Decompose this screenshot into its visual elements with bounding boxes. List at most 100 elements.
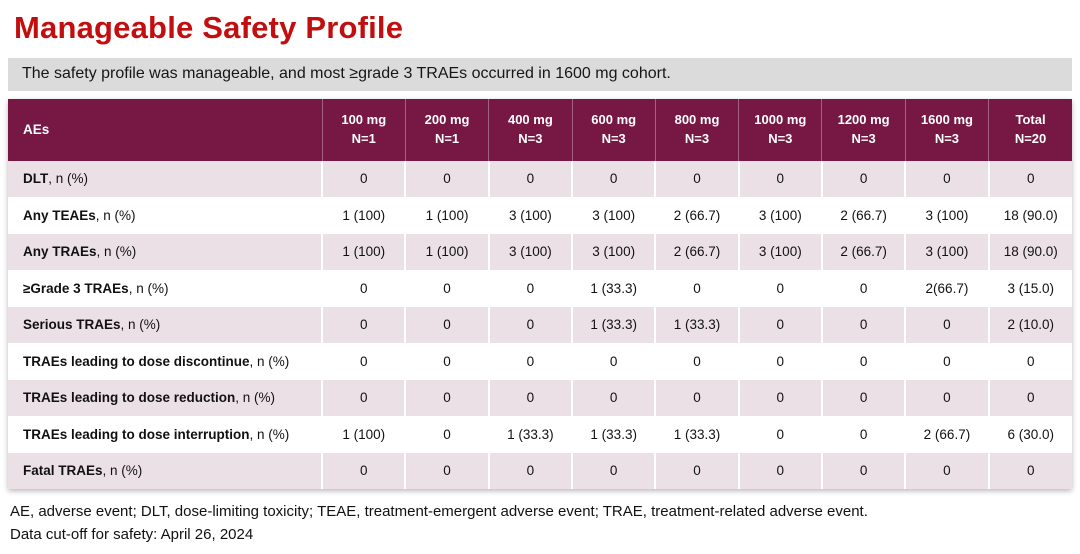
cell: 0	[820, 343, 906, 380]
row-label: Serious TRAEs, n (%)	[23, 317, 161, 333]
cell: 0	[737, 306, 822, 344]
cell: 3 (100)	[487, 197, 573, 234]
cell: 0	[737, 379, 822, 417]
safety-table: AEs 100 mg N=1 200 mg N=1 400 mg N=3 600 mg N=3…	[8, 98, 1072, 490]
cell: 3 (100)	[737, 197, 822, 234]
cell: 0	[987, 379, 1072, 417]
cell: 1 (100)	[321, 233, 406, 271]
table-body: DLT, n (%) 0 0 0 0 0 0 0 0 0 Any TEAEs, n (%) 1 (10…	[8, 160, 1072, 490]
cell: 0	[487, 343, 573, 380]
row-label: ≥Grade 3 TRAEs, n (%)	[23, 280, 169, 296]
cell: 0	[820, 452, 906, 490]
row-label: Fatal TRAEs, n (%)	[23, 463, 143, 479]
cell: 1 (33.3)	[654, 306, 739, 344]
cell: 2 (10.0)	[987, 306, 1072, 344]
aes-column-header: AEs	[8, 98, 323, 161]
cell: 0	[904, 160, 989, 198]
cell: 0	[737, 343, 822, 380]
row-label: TRAEs leading to dose reduction, n (%)	[23, 390, 276, 406]
cell: 0	[737, 160, 822, 198]
table-row: ≥Grade 3 TRAEs, n (%) 0 0 0 1 (33.3) 0 0 0 2(66.…	[8, 270, 1072, 307]
cell: 1 (100)	[404, 197, 489, 234]
column-header-400-mg: 400 mg N=3	[488, 98, 573, 161]
cell: 0	[571, 379, 656, 417]
cell: 1 (33.3)	[571, 306, 656, 344]
row-label: TRAEs leading to dose discontinue, n (%)	[23, 353, 290, 369]
cell: 0	[487, 379, 573, 417]
table-row: TRAEs leading to dose reduction, n (%) 0 0…	[8, 379, 1072, 417]
table-row: TRAEs leading to dose discontinue, n (%)…	[8, 343, 1072, 380]
cell: 1 (33.3)	[654, 416, 739, 453]
row-label: Any TEAEs, n (%)	[23, 207, 136, 223]
cell: 0	[404, 343, 489, 380]
cell: 0	[820, 379, 906, 417]
cell: 0	[654, 379, 739, 417]
cell: 0	[987, 452, 1072, 490]
column-header-200-mg: 200 mg N=1	[404, 98, 489, 161]
cell: 2 (66.7)	[820, 233, 906, 271]
row-label: Any TRAEs, n (%)	[23, 244, 137, 260]
cell: 0	[820, 160, 906, 198]
cell: 0	[987, 160, 1072, 198]
cell: 0	[904, 379, 989, 417]
cell: 0	[737, 416, 822, 453]
footnotes: AE, adverse event; DLT, dose-limiting to…	[10, 501, 1072, 546]
cell: 0	[820, 306, 906, 344]
cell: 3 (15.0)	[987, 270, 1072, 307]
cell: 1 (100)	[404, 233, 489, 271]
cell: 0	[571, 452, 656, 490]
cell: 0	[737, 452, 822, 490]
column-header-total: Total N=20	[988, 98, 1072, 161]
footnote-abbreviations: AE, adverse event; DLT, dose-limiting to…	[10, 503, 868, 521]
table-row: Serious TRAEs, n (%) 0 0 0 1 (33.3) 1 (33.3) 0…	[8, 306, 1072, 344]
cell: 0	[321, 379, 406, 417]
cell: 0	[404, 379, 489, 417]
cell: 3 (100)	[571, 197, 656, 234]
row-label: TRAEs leading to dose interruption, n (%…	[23, 426, 290, 442]
cell: 0	[987, 343, 1072, 380]
table-row: Any TRAEs, n (%) 1 (100) 1 (100) 3 (100) 3 (…	[8, 233, 1072, 271]
column-header-1600-mg: 1600 mg N=3	[904, 98, 989, 161]
cell: 18 (90.0)	[987, 197, 1072, 234]
subtitle-text: The safety profile was manageable, and m…	[22, 64, 671, 82]
cell: 3 (100)	[571, 233, 656, 271]
cell: 0	[404, 270, 489, 307]
cell: 0	[321, 306, 406, 344]
cell: 0	[820, 416, 906, 453]
cell: 0	[487, 306, 573, 344]
column-header-800-mg: 800 mg N=3	[654, 98, 739, 161]
column-header-600-mg: 600 mg N=3	[571, 98, 656, 161]
table-row: DLT, n (%) 0 0 0 0 0 0 0 0 0	[8, 160, 1072, 198]
cell: 0	[654, 160, 739, 198]
cell: 0	[404, 306, 489, 344]
cell: 0	[487, 452, 573, 490]
table-header-row: AEs 100 mg N=1 200 mg N=1 400 mg N=3 600 mg N=3…	[8, 98, 1072, 161]
cell: 2 (66.7)	[654, 233, 739, 271]
cell: 2 (66.7)	[904, 416, 989, 453]
cell: 2 (66.7)	[820, 197, 906, 234]
cell: 1 (100)	[321, 197, 406, 234]
cell: 0	[737, 270, 822, 307]
cell: 1 (33.3)	[571, 416, 656, 453]
table-row: TRAEs leading to dose interruption, n (%…	[8, 416, 1072, 453]
cell: 0	[487, 270, 573, 307]
cell: 0	[321, 270, 406, 307]
cell: 0	[820, 270, 906, 307]
cell: 0	[654, 343, 739, 380]
cell: 0	[571, 343, 656, 380]
column-header-1000-mg: 1000 mg N=3	[738, 98, 822, 161]
table-row: Any TEAEs, n (%) 1 (100) 1 (100) 3 (100) 3 (…	[8, 197, 1072, 234]
column-header-100-mg: 100 mg N=1	[321, 98, 406, 161]
cell: 2 (66.7)	[654, 197, 739, 234]
cell: 0	[904, 452, 989, 490]
cell: 18 (90.0)	[987, 233, 1072, 271]
cell: 3 (100)	[904, 197, 989, 234]
cell: 0	[404, 160, 489, 198]
cell: 2(66.7)	[904, 270, 989, 307]
cell: 0	[404, 452, 489, 490]
cell: 1 (33.3)	[571, 270, 656, 307]
cell: 0	[654, 270, 739, 307]
cell: 0	[654, 452, 739, 490]
row-label: DLT, n (%)	[23, 171, 89, 187]
